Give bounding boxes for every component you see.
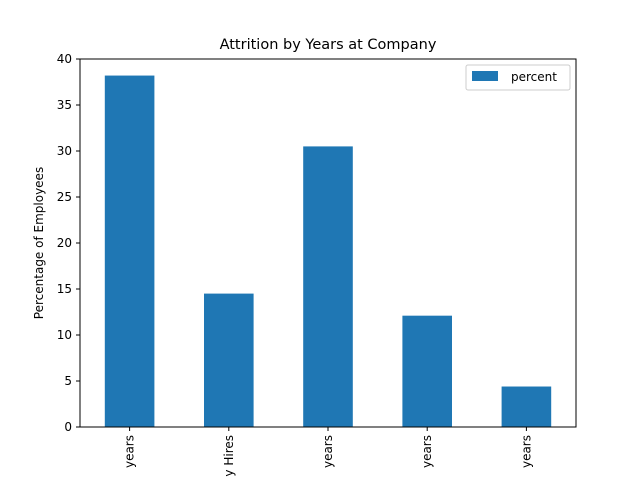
legend-swatch bbox=[472, 71, 498, 81]
legend-label: percent bbox=[511, 70, 557, 84]
y-tick-label: 5 bbox=[64, 374, 72, 388]
x-tick-label: y Hires bbox=[222, 435, 236, 477]
bars-group bbox=[104, 75, 552, 427]
y-tick-label: 25 bbox=[57, 190, 72, 204]
y-tick-label: 10 bbox=[57, 328, 72, 342]
legend: percent bbox=[465, 64, 571, 91]
x-tick-label: years bbox=[519, 435, 533, 468]
x-tick-label: years bbox=[321, 435, 335, 468]
y-tick-label: 40 bbox=[57, 52, 72, 66]
bar bbox=[303, 146, 353, 427]
y-tick-label: 20 bbox=[57, 236, 72, 250]
y-axis-label: Percentage of Employees bbox=[32, 167, 46, 319]
y-axis: 0 5 10 15 20 25 30 35 40 bbox=[57, 52, 80, 434]
bar bbox=[501, 386, 552, 427]
y-tick-label: 15 bbox=[57, 282, 72, 296]
bar bbox=[104, 75, 155, 427]
y-tick-label: 35 bbox=[57, 98, 72, 112]
plot-frame bbox=[79, 58, 577, 428]
bar bbox=[402, 315, 452, 427]
x-tick-label: years bbox=[123, 435, 137, 468]
x-axis: years y Hires years years years bbox=[123, 427, 533, 477]
y-tick-label: 0 bbox=[64, 420, 72, 434]
x-tick-label: years bbox=[420, 435, 434, 468]
bar bbox=[204, 293, 254, 427]
y-tick-label: 30 bbox=[57, 144, 72, 158]
chart-title: Attrition by Years at Company bbox=[220, 37, 437, 53]
